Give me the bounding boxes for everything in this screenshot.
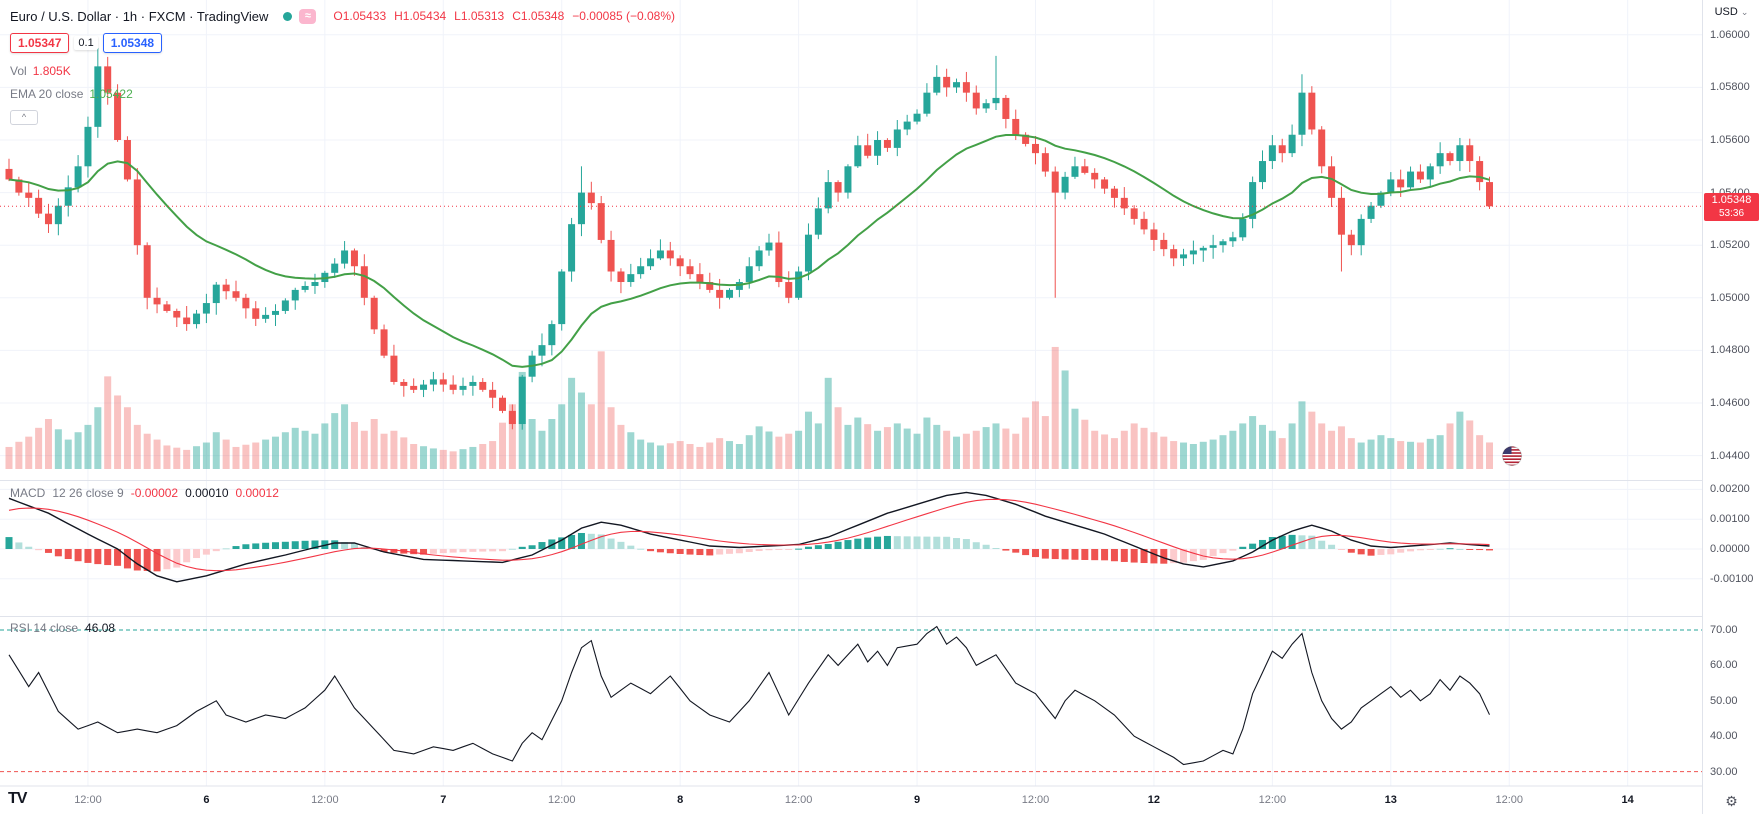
time-axis-label: 8 [677,794,684,806]
price-axis-label: 1.05000 [1710,291,1750,304]
time-axis-label: 7 [440,794,447,806]
volume-value: 1.805K [32,64,71,78]
approx-equal-icon: ≈ [299,8,317,24]
rsi-value: 46.08 [85,621,116,635]
currency-label: USD [1714,6,1738,18]
time-axis-label: 6 [203,794,210,806]
time-axis-label: 12:00 [1495,794,1523,806]
rsi-axis-label: 40.00 [1710,730,1738,743]
time-axis-label: 12 [1147,794,1161,806]
time-axis[interactable]: 12:00 6 12:00 7 12:00 8 12:00 9 12:00 12 12:00 13 12… [0,787,1702,814]
macd-axis-label: -0.00100 [1710,572,1754,585]
time-axis-label: 12:00 [311,794,339,806]
macd-indicator-label[interactable]: MACD [10,486,46,500]
time-axis-label: 13 [1384,794,1397,806]
bid-price-badge[interactable]: 1.05347 [10,33,70,53]
volume-indicator-label[interactable]: Vol [10,64,27,78]
gear-icon[interactable]: ⚙ [1725,793,1738,809]
price-axis-label: 1.04600 [1710,397,1750,409]
rsi-axis-label: 60.00 [1710,659,1738,672]
ema-indicator-label[interactable]: EMA 20 close [10,87,84,101]
time-axis-label: 12:00 [547,794,576,806]
macd-params: 12 26 close 9 [52,486,124,500]
rsi-axis-label: 30.00 [1710,765,1738,778]
current-price: 1.05348 [1711,194,1752,206]
price-axis-label: 1.04400 [1710,449,1750,462]
time-axis-label: 12:00 [74,794,102,806]
time-axis-label: 12:00 [1021,794,1050,806]
chart-canvas[interactable] [0,0,1702,814]
price-axis-label: 1.05600 [1710,134,1750,146]
main-legend: Euro / U.S. Dollar · 1h · FXCM · Trading… [10,6,675,125]
currency-dropdown[interactable]: USD ⌄ [1703,6,1760,18]
collapse-legend-button[interactable]: ^ [10,110,38,125]
low-value: L1.05313 [454,9,505,23]
rsi-legend: RSI 14 close 46.08 [10,621,115,635]
macd-signal-value: 0.00012 [235,486,279,500]
macd-hist-value: -0.00002 [130,486,179,500]
open-value: O1.05433 [333,9,387,23]
price-axis-label: 1.05200 [1710,239,1750,252]
symbol-title[interactable]: Euro / U.S. Dollar · 1h · FXCM · Trading… [10,8,269,24]
macd-axis-label: 0.00200 [1710,483,1750,496]
bar-countdown: 53:36 [1718,208,1745,219]
high-value: H1.05434 [394,9,447,23]
time-axis-label: 12:00 [1258,794,1287,806]
spread-value: 0.1 [74,36,98,50]
change-value: −0.00085 (−0.08%) [572,9,676,23]
chevron-down-icon: ⌄ [1740,7,1749,17]
price-axis-label: 1.06000 [1710,28,1750,41]
macd-axis-label: 0.00000 [1710,543,1750,555]
ema-value: 1.05422 [89,87,133,101]
current-price-badge: 1.05348 53:36 [1704,193,1759,221]
time-axis-label: 14 [1621,794,1634,806]
ask-price-badge[interactable]: 1.05348 [102,33,163,53]
rsi-axis-label: 70.00 [1710,624,1738,636]
macd-line-value: 0.00010 [185,486,229,500]
price-axis-label: 1.04800 [1710,344,1750,357]
time-axis-label: 9 [913,794,921,806]
macd-axis-label: 0.00100 [1710,513,1750,526]
rsi-axis-label: 50.00 [1710,694,1738,707]
us-flag-icon[interactable] [1502,446,1522,471]
market-status-icon [283,11,293,21]
ohlc-values: O1.05433 H1.05434 L1.05313 C1.05348 −0.0… [333,9,675,23]
price-axis-label: 1.05800 [1710,81,1750,94]
macd-legend: MACD 12 26 close 9 -0.00002 0.00010 0.00… [10,486,279,500]
close-value: C1.05348 [512,9,565,23]
tradingview-logo[interactable]: TV [8,790,27,807]
rsi-indicator-label[interactable]: RSI 14 close [10,621,79,635]
price-axis[interactable]: USD ⌄ 1.060001.058001.056001.054001.0520… [1702,0,1760,814]
time-axis-label: 12:00 [784,794,813,806]
